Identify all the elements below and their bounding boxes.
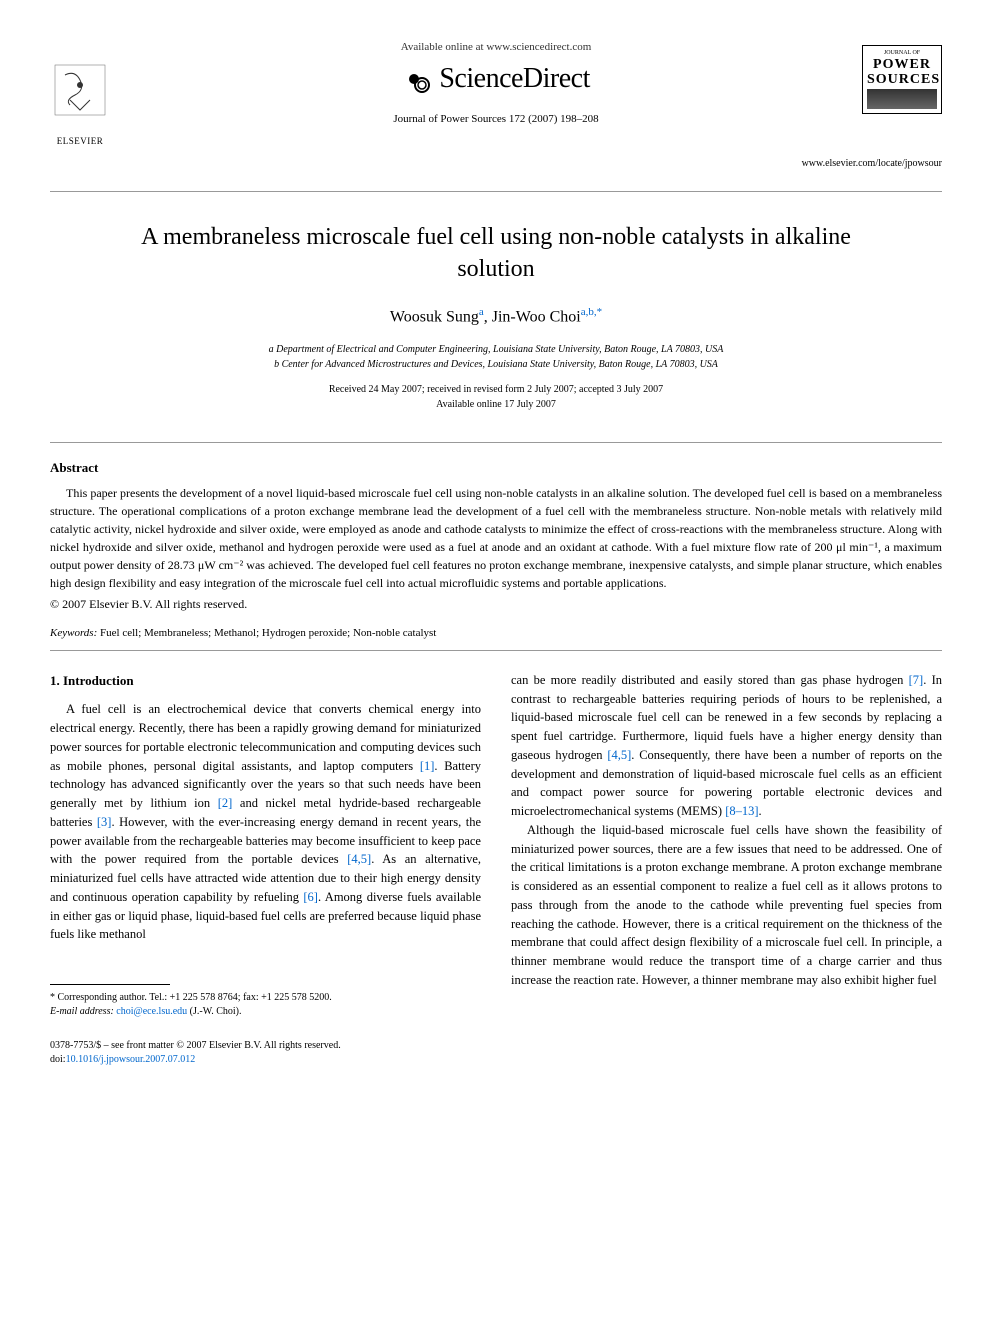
- ref-link-3[interactable]: [3]: [97, 815, 112, 829]
- intro-para-1: A fuel cell is an electrochemical device…: [50, 700, 481, 944]
- author-2-sup: a,b,: [581, 306, 597, 318]
- received-date: Received 24 May 2007; received in revise…: [50, 382, 942, 397]
- available-date: Available online 17 July 2007: [50, 397, 942, 412]
- availability-text: Available online at www.sciencedirect.co…: [50, 40, 942, 55]
- authors: Woosuk Sunga, Jin-Woo Choia,b,*: [50, 305, 942, 329]
- journal-url: www.elsevier.com/locate/jpowsour: [50, 157, 942, 171]
- intro-para-2: Although the liquid-based microscale fue…: [511, 821, 942, 990]
- abstract-heading: Abstract: [50, 459, 942, 477]
- intro-para-1-cont: can be more readily distributed and easi…: [511, 671, 942, 821]
- corresponding-footnote: * Corresponding author. Tel.: +1 225 578…: [50, 991, 481, 1005]
- ref-link-6[interactable]: [6]: [303, 890, 318, 904]
- author-2: , Jin-Woo Choi: [484, 308, 581, 325]
- keywords: Keywords: Fuel cell; Membraneless; Metha…: [50, 626, 942, 641]
- article-title: A membraneless microscale fuel cell usin…: [110, 222, 882, 284]
- cover-main: POWERSOURCES: [867, 57, 937, 88]
- dates: Received 24 May 2007; received in revise…: [50, 382, 942, 412]
- keywords-text: Fuel cell; Membraneless; Methanol; Hydro…: [97, 627, 436, 639]
- affiliation-b: b Center for Advanced Microstructures an…: [50, 357, 942, 372]
- footer-doi: doi:10.1016/j.jpowsour.2007.07.012: [50, 1053, 942, 1067]
- journal-citation: Journal of Power Sources 172 (2007) 198–…: [50, 112, 942, 127]
- corresponding-star: *: [597, 306, 603, 318]
- email-suffix: (J.-W. Choi).: [187, 1006, 241, 1017]
- email-link[interactable]: choi@ece.lsu.edu: [114, 1006, 187, 1017]
- keywords-label: Keywords:: [50, 627, 97, 639]
- affiliations: a Department of Electrical and Computer …: [50, 342, 942, 372]
- journal-cover: JOURNAL OF POWERSOURCES: [862, 45, 942, 116]
- sciencedirect-logo: ScienceDirect: [50, 59, 942, 102]
- section-1-heading: 1. Introduction: [50, 671, 481, 691]
- ref-link-2[interactable]: [2]: [218, 796, 233, 810]
- doi-link[interactable]: 10.1016/j.jpowsour.2007.07.012: [66, 1054, 196, 1065]
- footer: 0378-7753/$ – see front matter © 2007 El…: [50, 1039, 942, 1067]
- author-1: Woosuk Sung: [390, 308, 479, 325]
- abstract-top-divider: [50, 442, 942, 443]
- abstract-bottom-divider: [50, 650, 942, 651]
- column-right: can be more readily distributed and easi…: [511, 671, 942, 1019]
- ref-link-8-13[interactable]: [8–13]: [725, 804, 758, 818]
- ref-link-1[interactable]: [1]: [420, 759, 435, 773]
- elsevier-logo: ELSEVIER: [50, 60, 110, 148]
- footnote: * Corresponding author. Tel.: +1 225 578…: [50, 991, 481, 1019]
- email-label: E-mail address:: [50, 1006, 114, 1017]
- copyright: © 2007 Elsevier B.V. All rights reserved…: [50, 596, 942, 613]
- body-columns: 1. Introduction A fuel cell is an electr…: [50, 671, 942, 1019]
- sciencedirect-icon: [402, 67, 432, 102]
- abstract-text: This paper presents the development of a…: [50, 484, 942, 592]
- ref-link-7[interactable]: [7]: [909, 673, 924, 687]
- sciencedirect-text: ScienceDirect: [439, 63, 590, 94]
- header-divider: [50, 191, 942, 192]
- email-footnote: E-mail address: choi@ece.lsu.edu (J.-W. …: [50, 1005, 481, 1019]
- ref-link-4-5[interactable]: [4,5]: [347, 852, 371, 866]
- header: ELSEVIER JOURNAL OF POWERSOURCES Availab…: [50, 40, 942, 171]
- cover-top: JOURNAL OF: [867, 50, 937, 57]
- column-left: 1. Introduction A fuel cell is an electr…: [50, 671, 481, 1019]
- affiliation-a: a Department of Electrical and Computer …: [50, 342, 942, 357]
- footer-line-1: 0378-7753/$ – see front matter © 2007 El…: [50, 1039, 942, 1053]
- footnote-divider: [50, 984, 170, 985]
- elsevier-text: ELSEVIER: [50, 135, 110, 148]
- ref-link-4-5b[interactable]: [4,5]: [607, 748, 631, 762]
